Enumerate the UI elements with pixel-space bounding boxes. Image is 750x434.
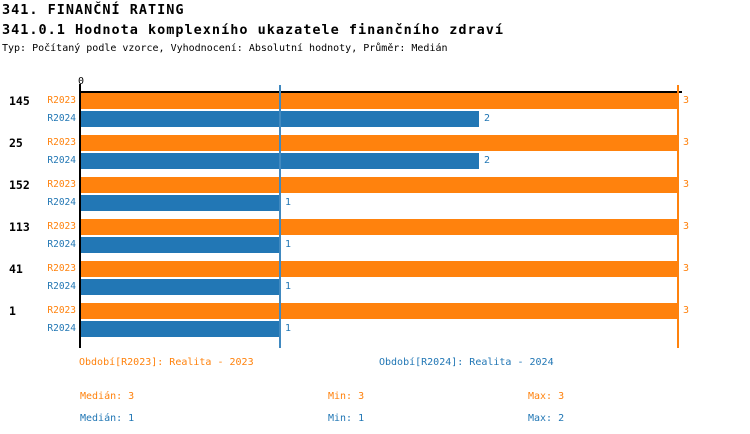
bar-value-label: 3 xyxy=(683,179,690,190)
bar-value-label: 2 xyxy=(484,113,491,124)
y-axis-line xyxy=(79,84,81,348)
bar-value-label: 3 xyxy=(683,263,690,274)
category-label: 25 xyxy=(9,136,23,150)
series-label-r2024: R2024 xyxy=(47,197,76,208)
bar-r2023 xyxy=(81,303,678,319)
bar-r2023 xyxy=(81,177,678,193)
series-label-r2023: R2023 xyxy=(47,305,76,316)
bar-value-label: 1 xyxy=(285,281,292,292)
chart-meta-line: Typ: Počítaný podle vzorce, Vyhodnocení:… xyxy=(2,43,448,54)
stat-r2024-min: Min: 1 xyxy=(328,413,365,424)
bar-r2024 xyxy=(81,237,280,253)
bar-r2023 xyxy=(81,219,678,235)
stat-r2023-median: Medián: 3 xyxy=(80,391,135,402)
chart-title: 341. FINANČNÍ RATING xyxy=(2,2,185,18)
stat-r2023-max: Max: 3 xyxy=(528,391,565,402)
series-label-r2024: R2024 xyxy=(47,281,76,292)
category-label: 145 xyxy=(9,94,30,108)
bar-value-label: 3 xyxy=(683,221,690,232)
series-label-r2023: R2023 xyxy=(47,179,76,190)
series-label-r2024: R2024 xyxy=(47,323,76,334)
category-label: 41 xyxy=(9,262,23,276)
legend-item-r2024: Období[R2024]: Realita - 2024 xyxy=(379,357,554,368)
series-label-r2024: R2024 xyxy=(47,239,76,250)
stat-r2024-max: Max: 2 xyxy=(528,413,565,424)
bar-value-label: 2 xyxy=(484,155,491,166)
median-line-r2024 xyxy=(279,85,281,348)
series-label-r2024: R2024 xyxy=(47,155,76,166)
series-label-r2023: R2023 xyxy=(47,137,76,148)
series-label-r2023: R2023 xyxy=(47,95,76,106)
bar-r2023 xyxy=(81,261,678,277)
bar-r2023 xyxy=(81,93,678,109)
category-label: 113 xyxy=(9,220,30,234)
bar-value-label: 1 xyxy=(285,323,292,334)
x-axis-line xyxy=(79,91,682,93)
category-label: 152 xyxy=(9,178,30,192)
x-axis-tick-label-zero: 0 xyxy=(77,76,85,87)
category-label: 1 xyxy=(9,304,16,318)
stat-r2024-median: Medián: 1 xyxy=(80,413,135,424)
bar-r2024 xyxy=(81,321,280,337)
bar-value-label: 3 xyxy=(683,305,690,316)
legend-item-r2023: Období[R2023]: Realita - 2023 xyxy=(79,357,254,368)
bar-value-label: 1 xyxy=(285,239,292,250)
chart-subtitle: 341.0.1 Hodnota komplexního ukazatele fi… xyxy=(2,22,505,38)
stat-r2023-min: Min: 3 xyxy=(328,391,365,402)
median-line-r2023 xyxy=(677,85,679,348)
bar-r2024 xyxy=(81,279,280,295)
series-label-r2023: R2023 xyxy=(47,221,76,232)
bar-r2023 xyxy=(81,135,678,151)
series-label-r2024: R2024 xyxy=(47,113,76,124)
bar-r2024 xyxy=(81,195,280,211)
series-label-r2023: R2023 xyxy=(47,263,76,274)
bar-value-label: 3 xyxy=(683,137,690,148)
bar-value-label: 3 xyxy=(683,95,690,106)
bar-value-label: 1 xyxy=(285,197,292,208)
